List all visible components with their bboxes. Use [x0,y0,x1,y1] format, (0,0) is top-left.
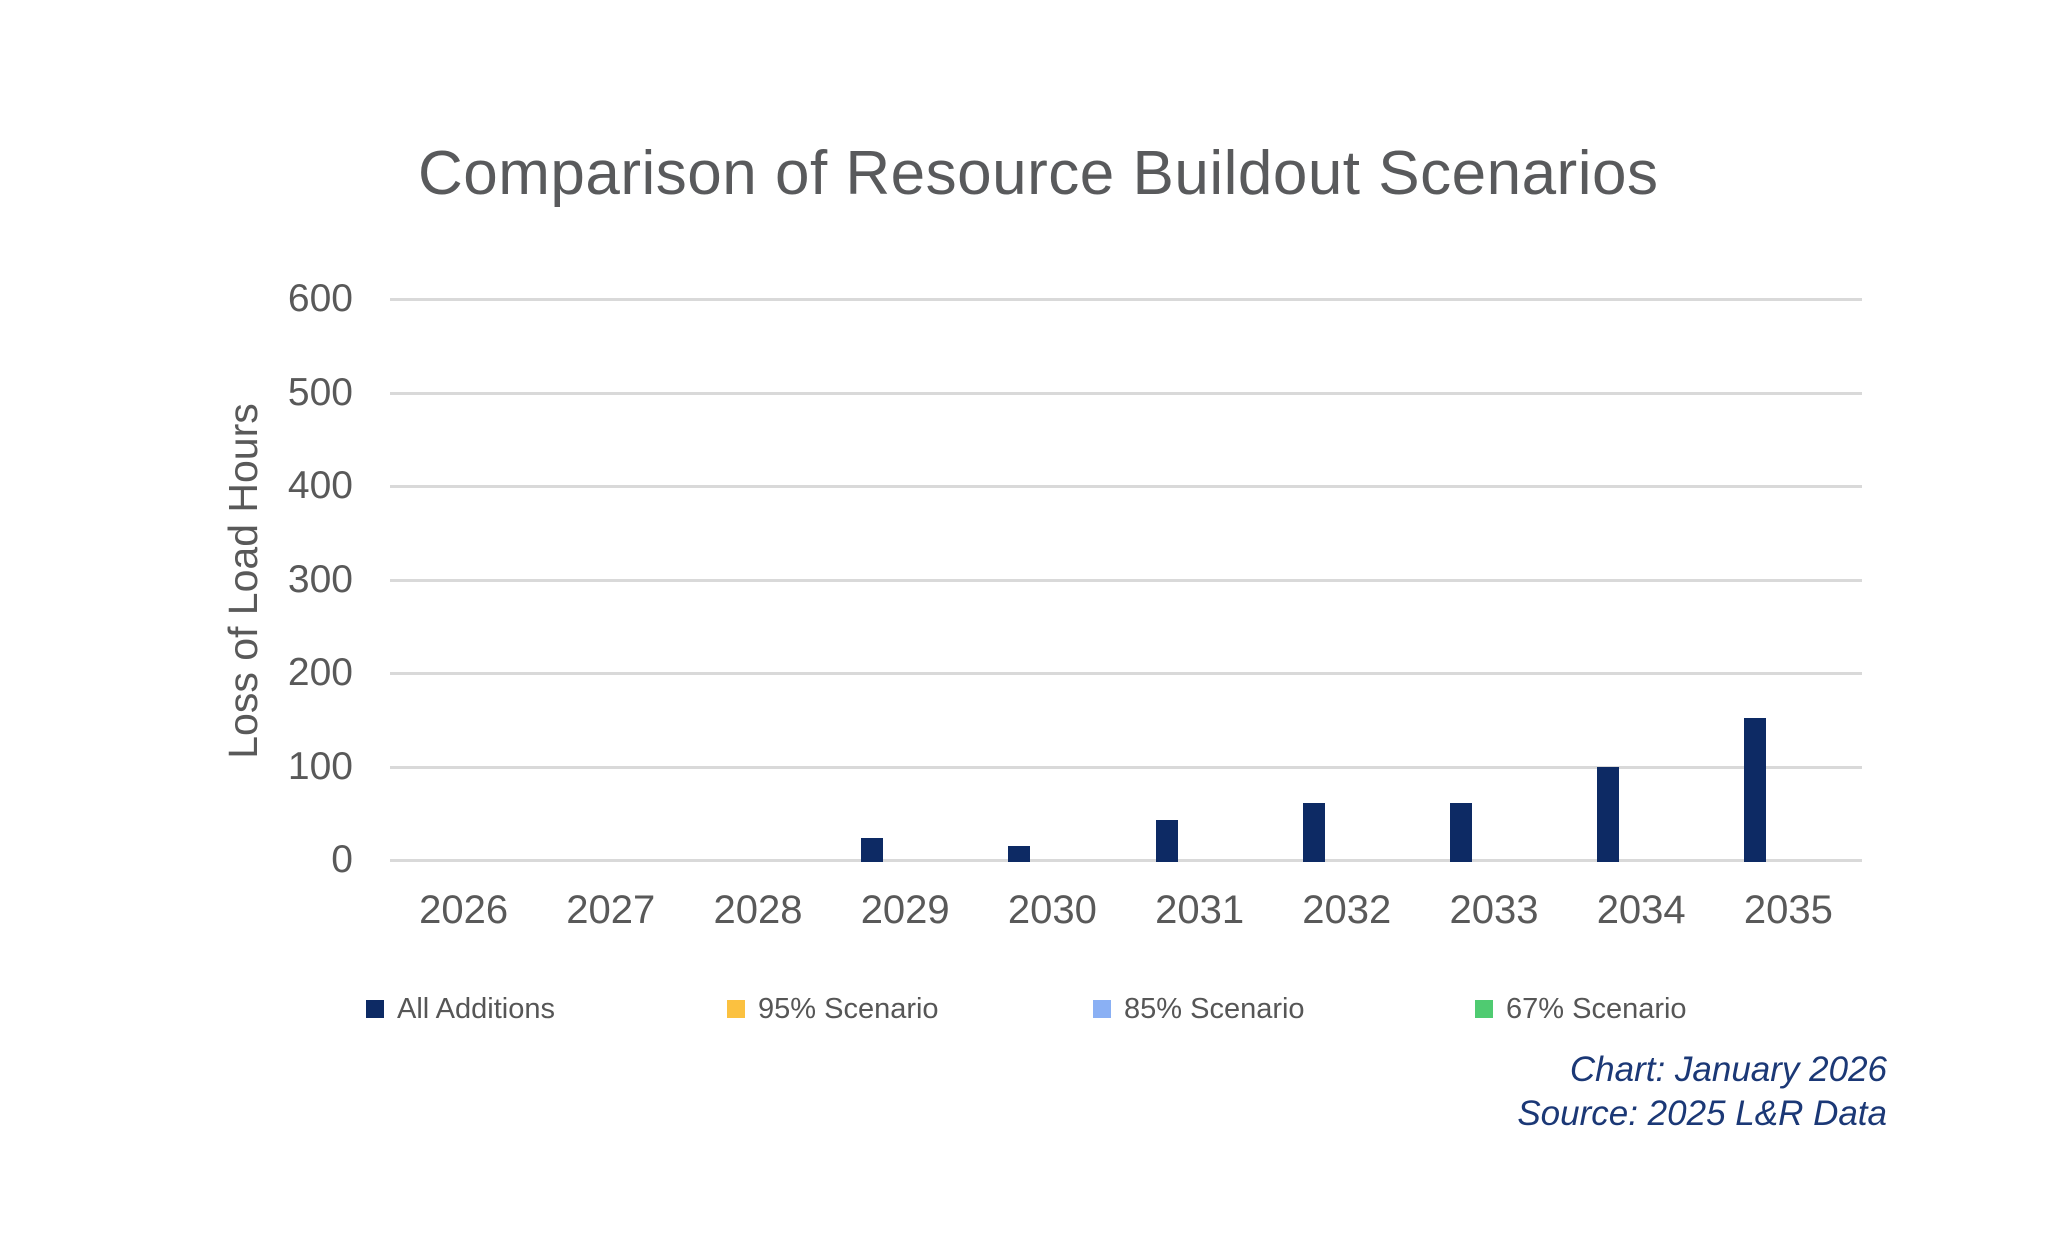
x-tick-label-2028: 2028 [713,888,803,932]
legend-item-95-scenario: 95% Scenario [727,992,939,1026]
gridline-y-500 [390,391,1862,395]
legend-label: All Additions [397,992,555,1025]
bar-all-additions-2030 [1008,845,1031,862]
legend-label: 95% Scenario [758,992,939,1025]
bar-all-additions-2033 [1450,802,1472,862]
legend-item-85-scenario: 85% Scenario [1093,992,1305,1026]
x-tick-label-2026: 2026 [419,888,509,932]
x-tick-label-2034: 2034 [1596,888,1686,932]
bar-all-additions-2035 [1744,717,1767,862]
gridline-y-300 [390,578,1862,582]
legend-label: 67% Scenario [1506,992,1687,1025]
y-tick-label: 400 [287,464,353,507]
bar-all-additions-2034 [1597,766,1620,862]
x-tick-label-2027: 2027 [566,888,656,932]
gridline-y-100 [390,765,1862,769]
legend-swatch-icon [366,1000,384,1018]
legend-item-67-scenario: 67% Scenario [1475,992,1687,1026]
x-tick-label-2035: 2035 [1743,888,1833,932]
gridline-y-400 [390,485,1862,488]
x-tick-label-2030: 2030 [1007,888,1097,932]
gridline-y-200 [390,672,1862,675]
x-tick-label-2031: 2031 [1155,888,1245,932]
x-tick-label-2029: 2029 [860,888,950,932]
legend-swatch-icon [1093,1000,1111,1018]
bar-all-additions-2032 [1302,802,1325,862]
y-tick-label: 500 [287,370,353,414]
chart-footnote: Chart: January 2026 Source: 2025 L&R Dat… [1517,1048,1887,1136]
gridline-y-0 [390,859,1862,862]
x-tick-label-2032: 2032 [1302,888,1392,932]
legend-swatch-icon [727,1000,745,1018]
y-tick-label: 100 [287,744,353,788]
gridline-y-600 [390,298,1862,301]
bar-all-additions-2029 [861,838,884,862]
y-tick-label: 200 [287,651,353,694]
footnote-chart-line: Chart: January 2026 [1569,1050,1887,1089]
y-tick-label: 300 [287,557,353,601]
legend-swatch-icon [1475,1000,1493,1018]
legend-label: 85% Scenario [1124,992,1305,1025]
bar-all-additions-2031 [1155,819,1178,862]
y-tick-label: 600 [287,277,353,320]
y-tick-label: 0 [331,838,353,881]
chart-title: Comparison of Resource Buildout Scenario… [418,139,1659,208]
x-tick-label-2033: 2033 [1449,888,1539,932]
legend-item-all-additions: All Additions [366,992,555,1026]
footnote-source-line: Source: 2025 L&R Data [1517,1094,1887,1133]
